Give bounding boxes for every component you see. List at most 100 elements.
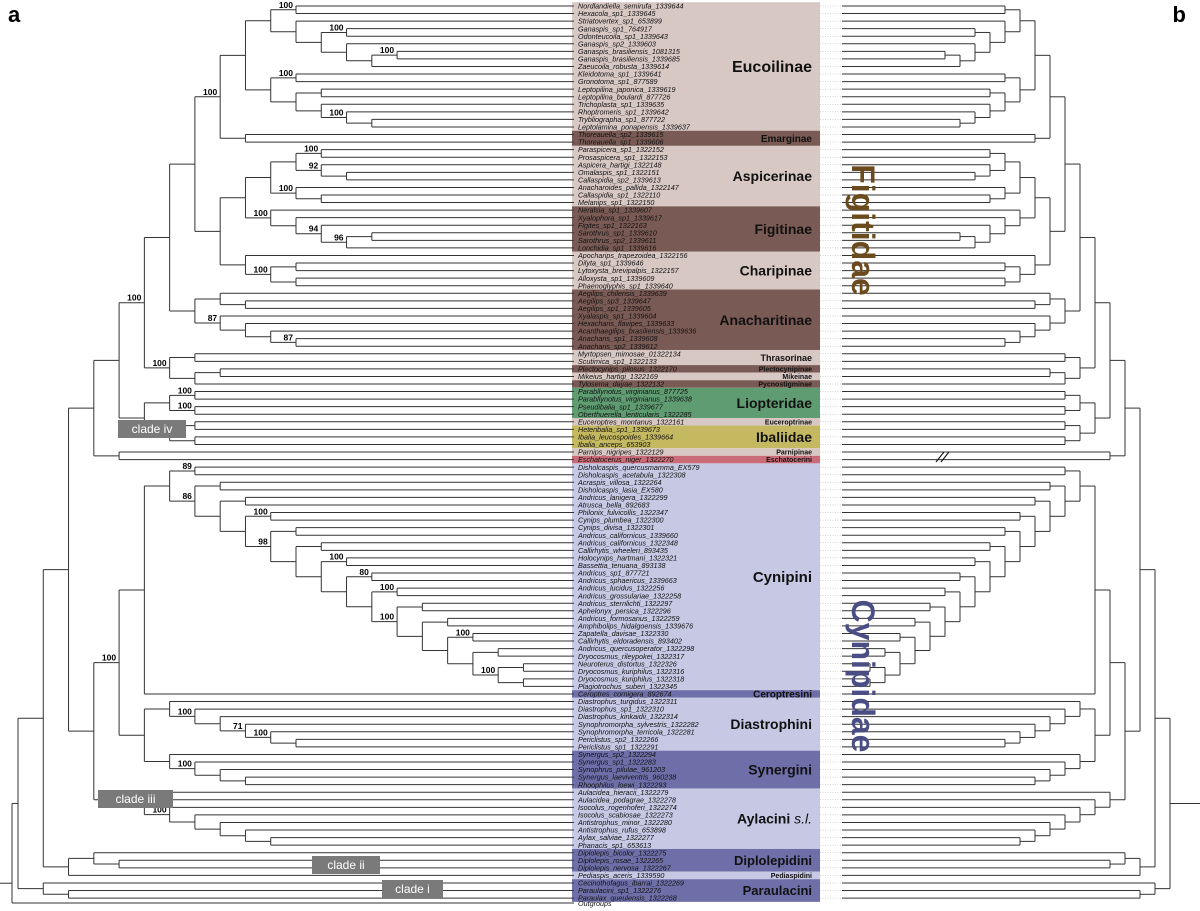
support-value: 100	[279, 183, 293, 193]
taxon-label: Leptopilina_boulardi_877726	[578, 92, 670, 101]
taxon-label: Ganaspis_brasiliensis_1081315	[578, 47, 681, 56]
group-band	[572, 879, 820, 902]
support-value: 100	[127, 293, 141, 303]
taxon-label: Acraspis_villosa_1322264	[577, 478, 662, 487]
taxon-label: Parabllynotus_virginianus_1339638	[578, 395, 692, 404]
leader-lines	[820, 5, 842, 899]
group-label: Plectocynipinae	[759, 366, 812, 373]
panel-label-a: a	[8, 2, 21, 27]
taxon-label: Dryocosmus_kuriphilus_1322318	[578, 674, 684, 683]
support-value: 100	[152, 805, 166, 815]
taxon-label: Andricus_quercusoperator_1322298	[577, 644, 694, 653]
support-value: 100	[304, 143, 318, 153]
group-band	[572, 848, 820, 872]
taxon-label: Isocolus_scabiosae_1322273	[578, 811, 673, 820]
group-label: Eschatocerini	[766, 457, 812, 464]
taxon-label: Odonteucoila_sp1_1339643	[578, 32, 668, 41]
taxon-label: Rhoophilus_loewi_1322293	[578, 780, 666, 789]
taxon-label: Andricus_californicus_1339660	[577, 531, 678, 540]
tree-panel-b	[842, 5, 1200, 899]
group-band	[572, 2, 820, 131]
support-value: 100	[329, 22, 343, 32]
clade-box	[98, 790, 173, 808]
support-value: 100	[254, 264, 268, 274]
support-values: 100 100 100 100 100 100 100 92 100 100 94 96 100 100 8…	[102, 0, 496, 815]
group-label: Thrasorinae	[760, 353, 812, 363]
support-value: 98	[258, 537, 268, 547]
taxon-label: Thoreauella_sp2_1339615	[578, 130, 665, 139]
taxon-label: Xyalaspis_sp1_1339604	[577, 312, 656, 321]
taxon-label: Diastrophus_turgidus_1322311	[578, 697, 677, 706]
group-band	[572, 206, 820, 252]
support-value: 100	[380, 45, 394, 55]
taxon-label: Ganaspis_sp1_764917	[578, 24, 653, 33]
clade-label: clade i	[395, 882, 430, 896]
support-value: 100	[178, 400, 192, 410]
taxon-label: Ganaspis_brasiliensis_1339685	[578, 55, 681, 64]
group-band	[572, 463, 820, 691]
taxon-label: Thoreauella_sp1_1339606	[578, 138, 664, 147]
taxon-label: Holocynips_hartmani_1322321	[578, 553, 677, 562]
taxon-label: Paraulax_queulensis_1322268	[578, 894, 677, 903]
taxon-label: Callirhytis_wheeleri_893435	[578, 546, 669, 555]
taxon-label: Aegilips_sp1_1339605	[577, 304, 652, 313]
support-value: 86	[182, 491, 192, 501]
group-band	[572, 380, 820, 388]
group-band	[572, 145, 820, 207]
taxon-label: Hexacharis_flavipes_1339633	[578, 319, 674, 328]
taxon-label: Disholcaspis_lasia_EX580	[578, 485, 663, 494]
group-label: Diastrophini	[730, 716, 812, 732]
taxon-label: Andricus_lanigera_1322299	[577, 493, 668, 502]
support-value: 100	[481, 665, 495, 675]
taxon-label: Acanthaegilips_brasiliensis_1339636	[577, 327, 696, 336]
taxon-label: Sarothrus_sp2_1339611	[578, 236, 656, 245]
taxon-label: Plectocynips_pilosus_1322170	[578, 364, 677, 373]
taxon-label: Neralsia_sp1_1339607	[578, 206, 653, 215]
group-band	[572, 455, 820, 464]
taxon-label: Ibalia_leucospoides_1339664	[578, 433, 673, 442]
support-value: 100	[254, 208, 268, 218]
support-value: 87	[284, 332, 294, 342]
taxon-label: Atrusca_bella_892683	[577, 501, 650, 510]
group-label: Pediaspidini	[771, 873, 812, 880]
group-band	[572, 750, 820, 789]
taxon-label: Scutimica_sp1_1322133	[578, 357, 657, 366]
group-band	[572, 690, 820, 698]
taxon-label: Mikeius_hartigi_1322169	[578, 372, 658, 381]
taxon-label: Myrtopsen_mimosae_01322134	[578, 349, 681, 358]
taxon-label: Neuroterus_distortus_1322326	[578, 659, 677, 668]
clade-box	[312, 856, 380, 874]
group-band	[572, 349, 820, 366]
group-label: Aylacini s.l.	[737, 811, 812, 827]
taxon-label: Andricus_lucidus_1322256	[577, 584, 664, 593]
taxon-label: Antistrophus_rufus_653898	[577, 826, 666, 835]
group-label: Diplolepidini	[734, 853, 812, 868]
group-band	[572, 448, 820, 456]
taxon-label: Gronotoma_sp1_877589	[578, 77, 658, 86]
group-label: Ibaliidae	[756, 429, 812, 445]
taxon-label: Heteribalia_sp1_1339673	[578, 425, 660, 434]
support-value: 89	[182, 461, 192, 471]
group-label: Charipinae	[740, 263, 813, 279]
support-value: 100	[178, 759, 192, 769]
taxon-label: Dryocosmus_rileypokei_1322317	[578, 652, 685, 661]
taxon-label: Parnips_nigripes_1322129	[578, 448, 664, 457]
taxon-label: Andricus_californicus_1322348	[577, 538, 678, 547]
taxon-label: Disholcaspis_quercusmamma_EX579	[578, 463, 699, 472]
taxon-label: Aylax_salviae_1322277	[577, 833, 655, 842]
taxon-label: Nordlandiella_semirufa_1339644	[578, 2, 684, 11]
taxon-label: Paraulacini_sp1_1322276	[578, 886, 661, 895]
taxon-label: Ibalia_anceps_653903	[578, 440, 650, 449]
group-band	[572, 130, 820, 146]
support-value: 80	[359, 567, 369, 577]
taxon-label: Isocolus_rogenhoferi_1322274	[578, 803, 677, 812]
outgroups-label: Outgroups	[578, 899, 612, 908]
group-band	[572, 788, 820, 849]
taxon-label: Melanips_sp1_1322150	[578, 198, 654, 207]
clade-labels: clade i clade ii clade iii clade iv	[98, 420, 443, 898]
support-value: 100	[380, 582, 394, 592]
group-band	[572, 289, 820, 350]
clade-box	[118, 420, 186, 438]
support-value: 100	[279, 68, 293, 78]
